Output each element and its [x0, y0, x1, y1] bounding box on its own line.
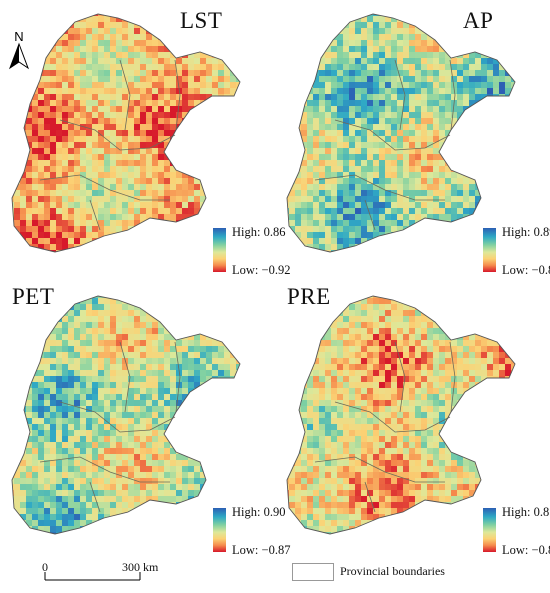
legend-high-pet: High: 0.90 — [232, 505, 286, 519]
province-boundary — [59, 401, 176, 433]
map-panel-pre: PRE High: 0.85 Low: −0.80 — [275, 282, 550, 562]
legend-high-pre: High: 0.85 — [502, 505, 550, 519]
map-pre — [286, 295, 516, 535]
province-boundary — [314, 174, 445, 201]
legend-low-lst: Low: −0.92 — [232, 263, 291, 277]
province-boundary — [39, 456, 170, 483]
province-boundary — [59, 119, 176, 151]
north-arrow-icon: N — [8, 30, 30, 70]
north-label: N — [14, 30, 23, 44]
panel-title-ap: AP — [463, 8, 494, 33]
map-panel-pet: PET High: 0.90 Low: −0.87 — [0, 282, 290, 562]
color-ramp-pre — [483, 508, 496, 552]
province-boundary — [394, 341, 406, 413]
map-ap — [286, 13, 516, 253]
province-boundary — [449, 341, 456, 413]
map-pet — [11, 295, 241, 535]
map-panel-lst: LST High: 0.86 Low: −0.92 — [0, 0, 290, 280]
province-boundary — [39, 174, 170, 201]
panel-title-lst: LST — [180, 8, 223, 33]
legend-high-lst: High: 0.86 — [232, 225, 286, 239]
province-boundary — [314, 456, 445, 483]
province-boundary — [89, 481, 101, 513]
province-boundary — [449, 59, 456, 131]
legend-high-ap: High: 0.89 — [502, 225, 550, 239]
province-boundary — [334, 119, 451, 151]
boundary-swatch — [292, 563, 334, 581]
province-boundary — [364, 199, 376, 231]
province-boundary — [364, 481, 376, 513]
raster-lst — [12, 14, 240, 252]
scale-start-label: 0 — [42, 560, 48, 574]
province-boundary — [334, 401, 451, 433]
raster-pet — [12, 296, 240, 534]
province-boundary — [89, 199, 101, 231]
legend-low-pet: Low: −0.87 — [232, 543, 291, 557]
color-ramp-ap — [483, 228, 496, 272]
legend-low-pre: Low: −0.80 — [502, 543, 550, 557]
color-ramp-pet — [213, 508, 226, 552]
panel-title-pre: PRE — [287, 284, 331, 309]
color-ramp-lst — [213, 228, 226, 272]
study-area-outline — [11, 295, 241, 535]
province-boundary — [174, 59, 181, 131]
map-lst — [11, 13, 241, 253]
province-boundary — [174, 341, 181, 413]
scale-end-label: 300 km — [122, 560, 159, 574]
panel-title-pet: PET — [12, 284, 55, 309]
raster-pre — [287, 296, 515, 534]
legend-low-ap: Low: −0.88 — [502, 263, 550, 277]
study-area-outline — [286, 295, 516, 535]
study-area-outline — [11, 13, 241, 253]
province-boundary — [119, 59, 131, 131]
province-boundary — [119, 341, 131, 413]
raster-ap — [287, 14, 515, 252]
boundary-label: Provincial boundaries — [340, 564, 445, 578]
map-panel-ap: AP High: 0.89 Low: −0.88 — [275, 0, 550, 280]
study-area-outline — [286, 13, 516, 253]
province-boundary — [394, 59, 406, 131]
